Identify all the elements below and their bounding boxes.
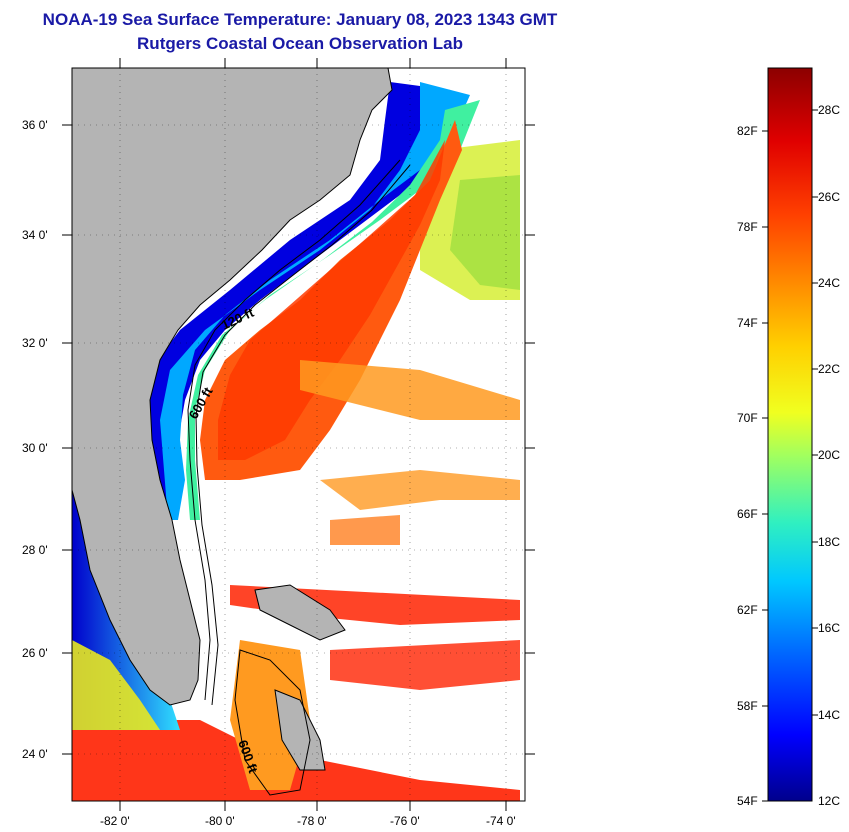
lon-label-82: -82 0' [100,814,130,828]
lat-label-26: 26 0' [22,646,48,660]
axis-ticks [62,58,535,811]
colorbar-label-28c: 28C [818,103,841,117]
colorbar-label-70f: 70F [737,411,758,425]
colorbar-label-22c: 22C [818,362,841,376]
colorbar-ticks [762,109,818,802]
colorbar-label-74f: 74F [737,316,758,330]
colorbar-label-24c: 24C [818,276,841,290]
lon-label-76: -76 0' [390,814,420,828]
lon-label-78: -78 0' [297,814,327,828]
lat-label-34: 34 0' [22,228,48,242]
colorbar-label-82f: 82F [737,124,758,138]
grand-bahama [254,584,346,641]
colorbar-label-18c: 18C [818,535,841,549]
graticule [72,68,525,801]
lon-label-80: -80 0' [205,814,235,828]
us-east-coast-land [72,68,393,706]
colorbar-label-78f: 78F [737,220,758,234]
cool-slope-water [160,82,470,520]
map-frame [71,67,526,802]
colorbar-label-20c: 20C [818,448,841,462]
map-title: NOAA-19 Sea Surface Temperature: January… [42,10,558,29]
lat-label-36: 36 0' [22,118,48,132]
lat-label-30: 30 0' [22,441,48,455]
lat-label-28: 28 0' [22,543,48,557]
colorbar-label-54f: 54F [737,794,758,808]
lon-label-74: -74 0' [486,814,516,828]
contour-600ft [195,164,411,706]
contour-120ft [187,159,401,701]
colorbar [767,67,813,802]
lat-label-32: 32 0' [22,336,48,350]
colorbar-label-66f: 66F [737,507,758,521]
colorbar-label-26c: 26C [818,190,841,204]
lat-label-24: 24 0' [22,747,48,761]
colorbar-label-14c: 14C [818,708,841,722]
colorbar-label-62f: 62F [737,603,758,617]
colorbar-label-58f: 58F [737,699,758,713]
colorbar-label-12c: 12C [818,794,841,808]
andros-island [274,689,326,771]
sst-image [72,68,525,801]
map-subtitle: Rutgers Coastal Ocean Observation Lab [137,34,463,53]
colorbar-label-16c: 16C [818,621,841,635]
